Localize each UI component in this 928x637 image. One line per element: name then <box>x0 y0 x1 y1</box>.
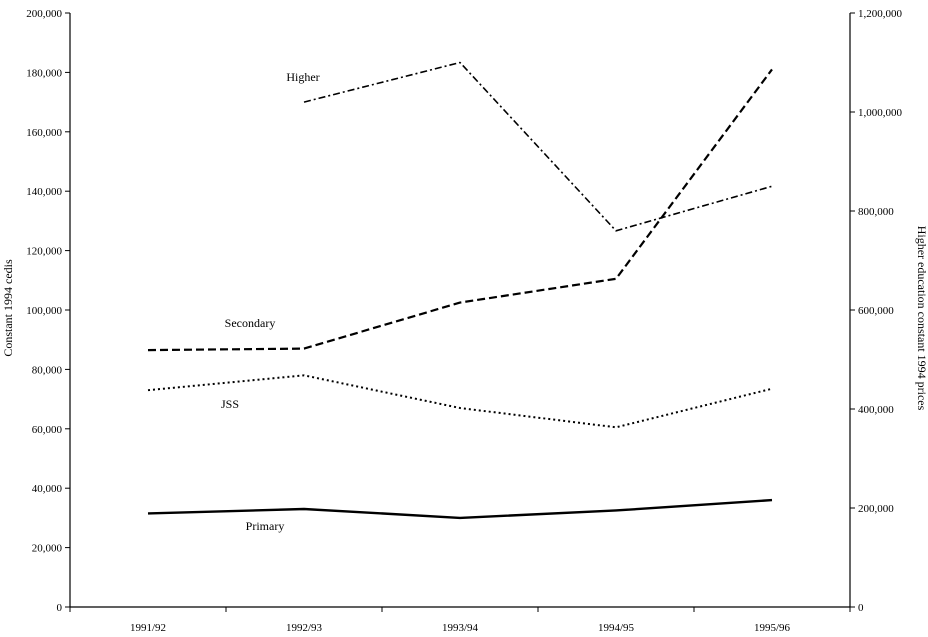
x-tick-label: 1993/94 <box>442 622 479 634</box>
series-label-jss: JSS <box>221 397 239 411</box>
series-line-primary <box>147 498 773 520</box>
x-tick-label: 1994/95 <box>598 622 635 634</box>
y2-tick-label: 800,000 <box>858 206 894 218</box>
y2-tick-label: 1,000,000 <box>858 107 903 119</box>
y2-tick-label: 1,200,000 <box>858 8 903 20</box>
y2-tick-label: 600,000 <box>858 305 894 317</box>
y-tick-label: 100,000 <box>26 305 62 317</box>
y-tick-label: 200,000 <box>26 8 62 20</box>
y-tick-label: 20,000 <box>32 543 63 555</box>
series-labels: Primary JSS Secondary Higher <box>221 70 320 533</box>
series-lines <box>147 61 773 520</box>
y-tick-label: 40,000 <box>32 483 63 495</box>
y-tick-label: 180,000 <box>26 67 62 79</box>
series-line-higher <box>303 61 773 232</box>
series-label-higher: Higher <box>286 70 319 84</box>
series-label-primary: Primary <box>246 519 285 533</box>
series-line-jss <box>147 374 773 429</box>
y2-axis-title: Higher education constant 1994 prices <box>915 226 928 411</box>
y-tick-label: 0 <box>57 602 63 614</box>
x-tick-label: 1992/93 <box>286 622 323 634</box>
y-tick-label: 140,000 <box>26 186 62 198</box>
y2-tick-label: 0 <box>858 602 864 614</box>
x-tick-label: 1991/92 <box>130 622 166 634</box>
y-tick-label: 160,000 <box>26 127 62 139</box>
y-axis-title: Constant 1994 cedis <box>1 259 15 357</box>
series-line-secondary <box>147 68 773 352</box>
y-tick-label: 120,000 <box>26 246 62 258</box>
axes: 0 20,000 40,000 60,000 80,000 100,000 120,000 1… <box>26 8 902 634</box>
y-tick-label: 80,000 <box>32 364 63 376</box>
y2-tick-label: 200,000 <box>858 503 894 515</box>
y-tick-label: 60,000 <box>32 424 63 436</box>
y2-tick-label: 400,000 <box>858 404 894 416</box>
x-tick-label: 1995/96 <box>754 622 791 634</box>
series-label-secondary: Secondary <box>225 316 276 330</box>
